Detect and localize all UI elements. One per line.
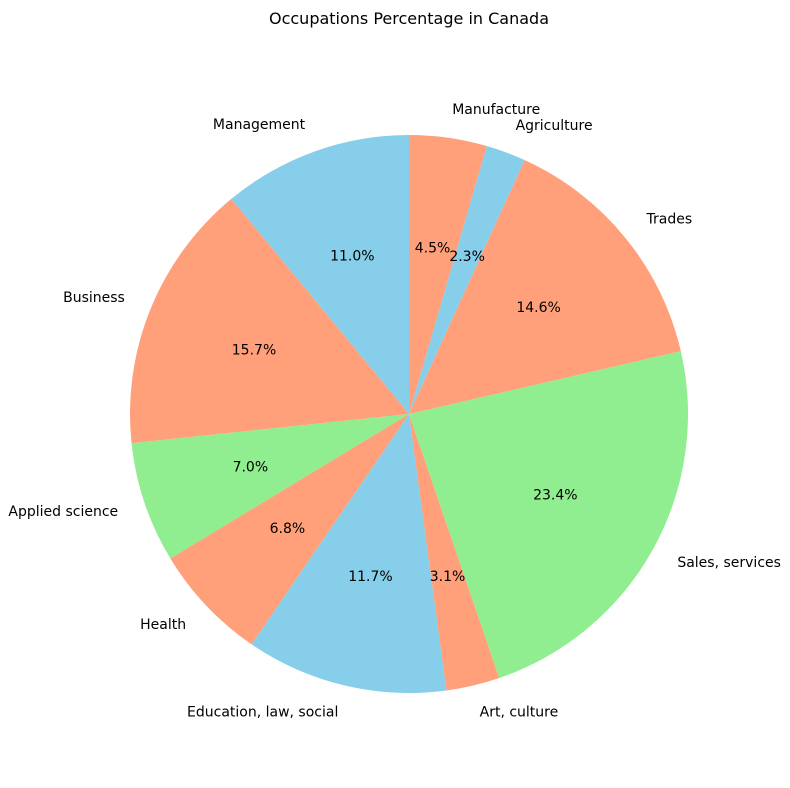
slice-manufacture: [409, 135, 487, 414]
slice-percent-manufacture: 4.5%: [415, 240, 451, 256]
slice-label-trades: Trades: [646, 212, 693, 228]
slice-percent-applied-science: 7.0%: [233, 459, 269, 475]
slice-education-law-social: [251, 414, 447, 693]
slice-percent-art-culture: 3.1%: [430, 569, 466, 585]
slice-applied-science: [131, 414, 409, 559]
slice-health: [170, 414, 409, 645]
slice-label-management: Management: [213, 117, 306, 133]
slice-label-health: Health: [140, 617, 186, 633]
pie-labels: Management 11.0% Business 15.7% Applied scie…: [8, 102, 781, 721]
slice-label-agriculture: Agriculture: [516, 118, 593, 134]
slice-sales-services: [409, 351, 688, 678]
chart-title: Occupations Percentage in Canada: [269, 9, 549, 28]
slice-percent-agriculture: 2.3%: [449, 249, 485, 265]
pie-slices: [129, 135, 688, 693]
slice-label-sales-services: Sales, services: [677, 555, 781, 571]
slice-percent-business: 15.7%: [232, 343, 276, 359]
slice-label-art-culture: Art, culture: [480, 705, 559, 721]
slice-percent-management: 11.0%: [330, 248, 374, 264]
slice-percent-health: 6.8%: [270, 521, 306, 537]
slice-label-applied-science: Applied science: [8, 504, 118, 520]
slice-percent-sales-services: 23.4%: [533, 487, 577, 503]
slice-trades: [409, 160, 681, 414]
slice-label-business: Business: [63, 290, 125, 306]
slice-art-culture: [409, 414, 500, 691]
slice-management: [231, 135, 409, 414]
slice-percent-education-law-social: 11.7%: [348, 569, 392, 585]
slice-percent-trades: 14.6%: [516, 300, 560, 316]
slice-business: [129, 198, 409, 444]
slice-agriculture: [409, 146, 525, 414]
slice-label-manufacture: Manufacture: [452, 102, 540, 118]
slice-label-education-law-social: Education, law, social: [187, 705, 338, 721]
